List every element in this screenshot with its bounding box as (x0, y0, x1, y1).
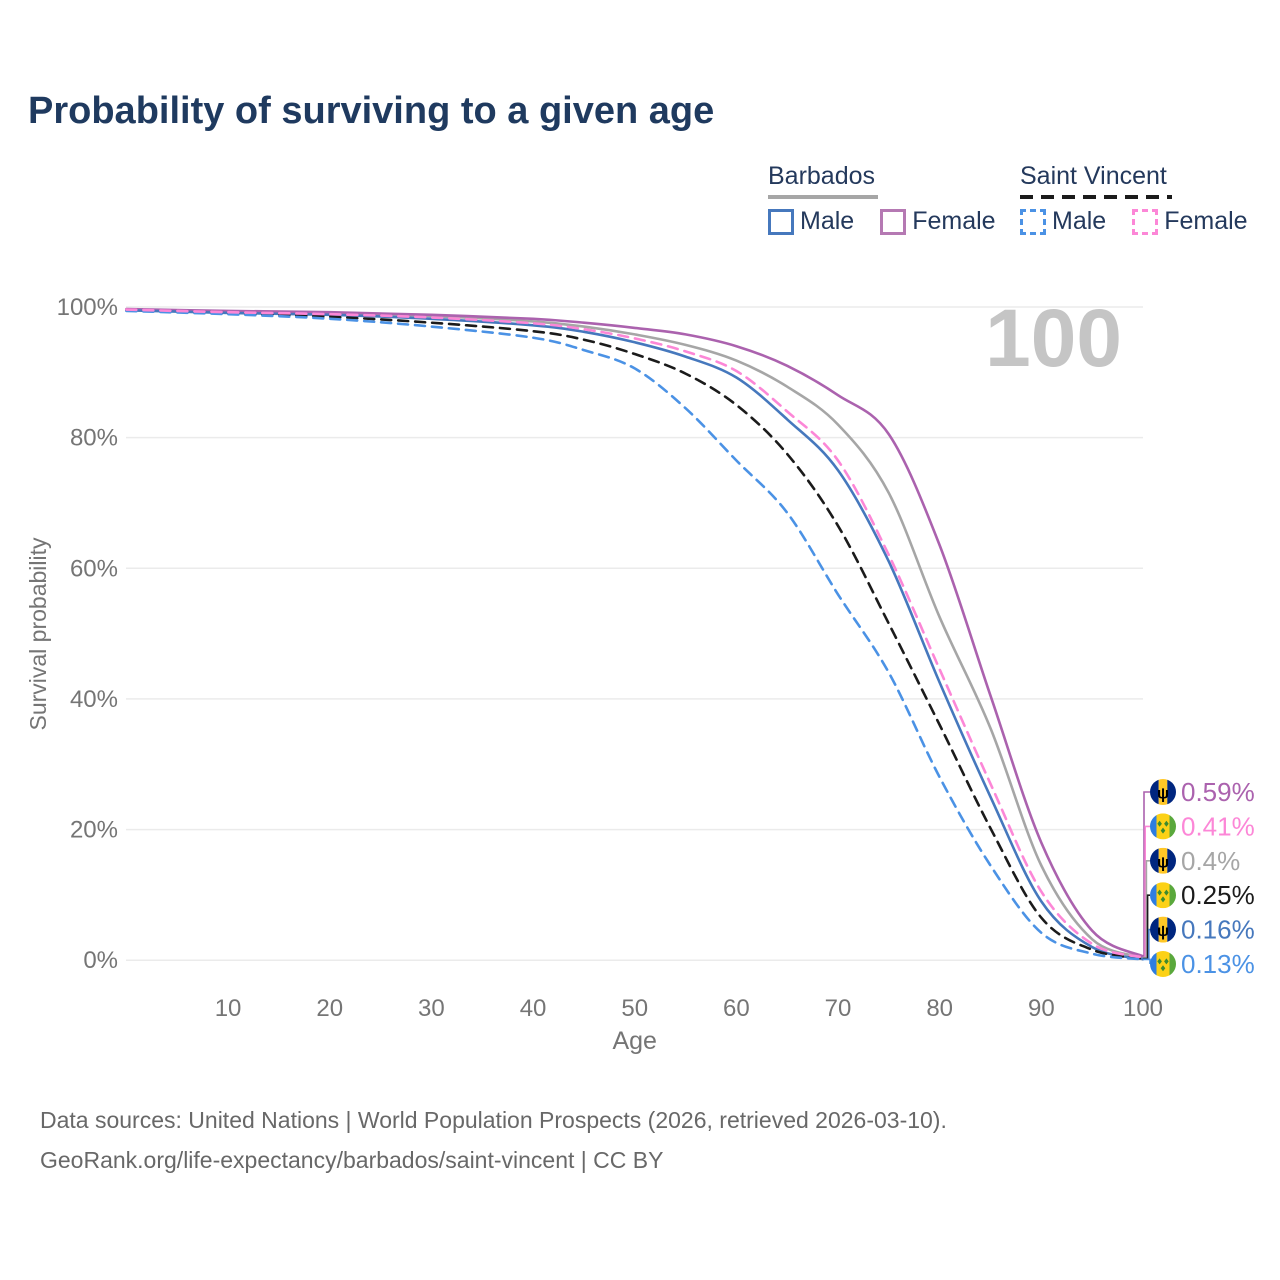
series-line-barbados-female (125, 307, 1145, 958)
x-tick-label: 100 (1123, 995, 1163, 1022)
age-counter-watermark: 100 (985, 293, 1122, 384)
legend-item-label: Male (800, 207, 855, 235)
legend-item-saint-vincent-male[interactable]: Male (1020, 207, 1106, 236)
legend-item-barbados-male[interactable]: Male (768, 207, 854, 236)
x-tick-label: 60 (723, 995, 750, 1022)
end-label-value-barbados-female: 0.59% (1181, 777, 1255, 807)
legend-item-label: Male (1052, 207, 1107, 235)
series-line-saint-vincent-male (125, 309, 1145, 961)
legend-item-saint-vincent-female[interactable]: Female (1132, 207, 1248, 236)
legend-underline-dashed (1020, 195, 1172, 199)
flag-icon-saint-vincent (1150, 813, 1176, 840)
svg-text:ψ: ψ (1157, 786, 1169, 803)
flag-icon-barbados: ψ (1150, 779, 1176, 805)
end-label-connector (1143, 791, 1150, 958)
legend-group-saint-vincent: Saint Vincent Male Female (1020, 162, 1248, 236)
flag-icon-barbados: ψ (1150, 847, 1176, 874)
legend-item-label: Female (912, 207, 996, 235)
legend-swatch-dashed (1132, 208, 1159, 235)
x-tick-label: 80 (926, 995, 953, 1022)
legend-swatch-solid (768, 208, 794, 235)
legend-swatch-solid (880, 208, 907, 235)
legend-swatch-dashed (1020, 208, 1046, 235)
y-tick-label: 20% (70, 817, 118, 844)
flag-icon-saint-vincent (1150, 951, 1176, 977)
svg-text:ψ: ψ (1157, 854, 1169, 871)
end-label-value-barbados-male: 0.16% (1181, 915, 1255, 945)
legend-item-barbados-female[interactable]: Female (880, 207, 996, 236)
end-label-value-barbados-total: 0.4% (1181, 846, 1240, 876)
x-tick-label: 40 (520, 995, 547, 1022)
legend-group-title: Saint Vincent (1020, 162, 1167, 190)
flag-icon-saint-vincent (1150, 882, 1176, 909)
flag-icon-barbados: ψ (1150, 916, 1176, 943)
y-tick-label: 100% (57, 294, 118, 321)
series-line-barbados-male (125, 309, 1145, 961)
series-line-saint-vincent-total (125, 309, 1145, 960)
footer-line-sources: Data sources: United Nations | World Pop… (40, 1107, 947, 1133)
end-label-connector (1143, 860, 1150, 959)
x-tick-label: 90 (1028, 995, 1055, 1022)
end-label-value-saint-vincent-total: 0.25% (1181, 880, 1255, 910)
y-tick-label: 0% (83, 947, 118, 974)
legend-item-label: Female (1164, 207, 1248, 235)
x-tick-label: 50 (621, 995, 648, 1022)
x-tick-label: 30 (418, 995, 445, 1022)
x-tick-label: 70 (825, 995, 852, 1022)
series-line-barbados-total (125, 308, 1145, 959)
x-tick-label: 20 (316, 995, 343, 1022)
x-axis-title: Age (612, 1027, 656, 1055)
y-tick-label: 60% (70, 555, 118, 582)
svg-text:ψ: ψ (1157, 923, 1169, 940)
y-axis-title: Survival probability (25, 537, 51, 731)
legend-underline-solid (768, 195, 878, 199)
series-line-saint-vincent-female (125, 308, 1145, 959)
end-label-connector (1143, 958, 1151, 964)
legend-group-barbados: Barbados Male Female (768, 162, 996, 236)
y-tick-label: 40% (70, 686, 118, 713)
x-tick-label: 10 (215, 995, 242, 1022)
footer-line-url: GeoRank.org/life-expectancy/barbados/sai… (40, 1147, 664, 1174)
page-title: Probability of surviving to a given age (28, 90, 715, 132)
legend-group-title: Barbados (768, 162, 876, 190)
y-tick-label: 80% (70, 425, 118, 452)
end-label-value-saint-vincent-female: 0.41% (1181, 811, 1255, 841)
footer-attribution: Data sources: United Nations | World Pop… (40, 1100, 947, 1181)
end-label-value-saint-vincent-male: 0.13% (1181, 949, 1255, 979)
